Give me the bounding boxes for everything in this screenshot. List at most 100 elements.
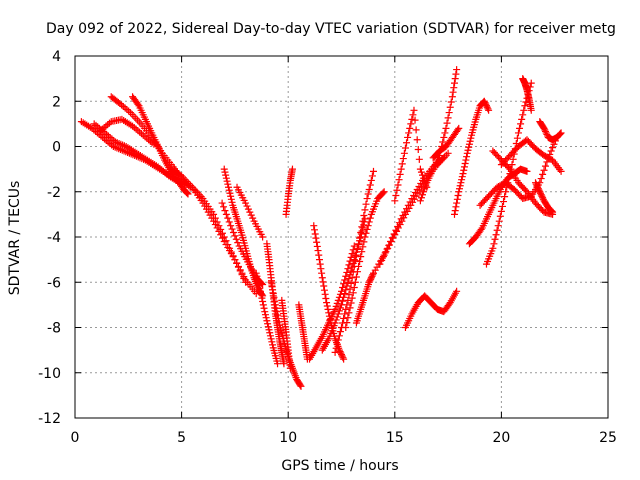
data-point-interp — [405, 129, 413, 137]
data-point-interp — [343, 301, 351, 309]
data-point-interp — [360, 238, 368, 246]
data-point-interp — [517, 120, 525, 128]
data-point-interp — [556, 130, 564, 138]
data-point-interp — [346, 304, 354, 312]
data-point — [448, 93, 456, 101]
data-point-interp — [399, 155, 407, 163]
data-point-interp — [509, 155, 517, 163]
data-point-interp — [269, 290, 277, 298]
data-point — [259, 233, 267, 241]
data-point-interp — [411, 116, 419, 124]
data-point — [508, 161, 516, 169]
data-point-interp — [333, 340, 341, 348]
data-point-interp — [259, 297, 267, 305]
series-arc-t — [331, 167, 377, 356]
data-point — [259, 281, 267, 289]
data-point-interp — [247, 211, 255, 219]
data-point-interp — [268, 338, 276, 346]
data-point-interp — [261, 311, 269, 319]
data-point-interp — [409, 111, 417, 119]
y-tick-labels: -12 -10 -8 -6 -4 -2 0 2 4 — [38, 49, 61, 427]
data-point — [495, 217, 503, 225]
data-point-interp — [492, 231, 500, 239]
data-point-interp — [422, 182, 430, 190]
data-point-interp — [460, 166, 468, 174]
data-point-interp — [420, 188, 428, 196]
data-point-interp — [454, 192, 462, 200]
data-point-interp — [541, 127, 549, 135]
data-point-interp — [334, 296, 342, 304]
data-point — [340, 355, 348, 363]
data-point-interp — [535, 186, 543, 194]
data-point-interp — [538, 192, 546, 200]
data-point-interp — [322, 294, 330, 302]
data-point — [540, 124, 548, 132]
data-point-interp — [452, 70, 460, 78]
data-point-interp — [496, 212, 504, 220]
data-point-interp — [504, 179, 512, 187]
series-arc-l — [267, 278, 305, 390]
data-point-interp — [266, 329, 274, 337]
data-point-interp — [224, 214, 232, 222]
data-point — [416, 197, 424, 205]
data-point — [331, 348, 339, 356]
data-point-interp — [311, 230, 319, 238]
data-point-interp — [234, 239, 242, 247]
data-point-interp — [268, 282, 276, 290]
data-point-interp — [368, 172, 376, 180]
data-point-interp — [352, 273, 360, 281]
x-tick-labels: 0 5 10 15 20 25 — [71, 430, 617, 446]
data-point-interp — [378, 256, 386, 264]
data-point-interp — [317, 265, 325, 273]
data-point-interp — [505, 174, 513, 182]
data-point-interp — [264, 323, 272, 331]
data-point-interp — [460, 163, 468, 171]
data-point-interp — [257, 291, 265, 299]
data-point-interp — [274, 311, 282, 319]
data-point-interp — [441, 129, 449, 137]
data-point-interp — [183, 189, 191, 197]
series-arc-ah — [497, 136, 565, 175]
data-point — [350, 256, 358, 264]
data-point-interp — [225, 186, 233, 194]
x-tick-label: 5 — [177, 430, 186, 446]
data-point-interp — [534, 185, 542, 193]
data-point-interp — [334, 336, 342, 344]
data-point-interp — [231, 232, 239, 240]
data-point — [455, 188, 463, 196]
data-point — [397, 165, 405, 173]
series-arc-r — [306, 242, 358, 363]
data-point-interp — [536, 189, 544, 197]
data-point-interp — [344, 314, 352, 322]
data-point-interp — [417, 194, 425, 202]
data-point — [261, 308, 269, 316]
data-point-interp — [414, 146, 422, 154]
data-point — [527, 106, 535, 114]
data-point-interp — [540, 166, 548, 174]
data-point-interp — [463, 153, 471, 161]
data-point-interp — [450, 79, 458, 87]
data-point-interp — [349, 289, 357, 297]
data-point — [523, 167, 531, 175]
x-tick-label: 25 — [599, 430, 617, 446]
series-arc-v — [352, 269, 377, 327]
data-point-interp — [462, 156, 470, 164]
data-point-interp — [455, 185, 463, 193]
data-point — [331, 319, 339, 327]
data-point-interp — [542, 129, 550, 137]
data-point-interp — [518, 115, 526, 123]
data-point-interp — [254, 275, 262, 283]
data-point-interp — [366, 181, 374, 189]
data-point-interp — [336, 304, 344, 312]
data-point — [271, 301, 279, 309]
data-point-interp — [340, 314, 348, 322]
data-point-interp — [443, 119, 451, 127]
data-point-interp — [440, 133, 448, 141]
data-point-interp — [367, 176, 375, 184]
data-point-interp — [359, 243, 367, 251]
y-tick-label: 2 — [52, 94, 61, 110]
data-point-interp — [254, 278, 262, 286]
data-point — [404, 133, 412, 141]
data-point-interp — [350, 284, 358, 292]
data-point-interp — [342, 305, 350, 313]
